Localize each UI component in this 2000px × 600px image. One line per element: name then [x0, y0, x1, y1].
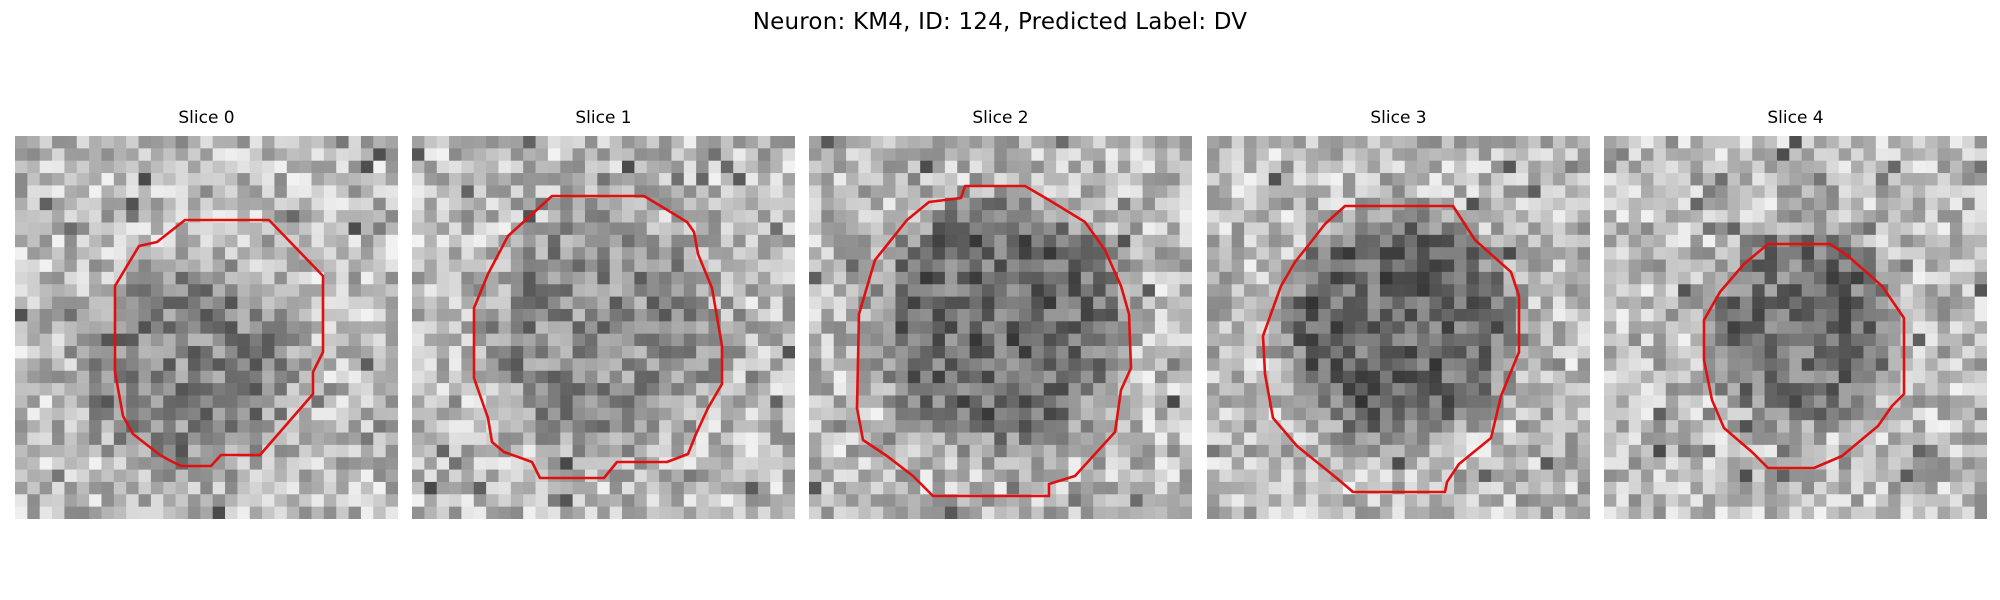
slice-panel-1: Slice 1 [412, 108, 795, 519]
figure-title: Neuron: KM4, ID: 124, Predicted Label: D… [752, 9, 1248, 35]
slice-title-2: Slice 2 [972, 108, 1029, 128]
slice-panel-0: Slice 0 [15, 108, 398, 519]
segmentation-contour [1702, 242, 1906, 470]
segmentation-contour [472, 194, 724, 480]
segmentation-contour [855, 184, 1133, 498]
micrograph-pixels [412, 136, 795, 519]
slice-image-4 [1604, 136, 1987, 519]
slice-panel-4: Slice 4 [1604, 108, 1987, 519]
slice-title-4: Slice 4 [1767, 108, 1824, 128]
micrograph-pixels [1207, 136, 1590, 519]
micrograph-pixels [1604, 136, 1987, 519]
slice-image-1 [412, 136, 795, 519]
slice-image-0 [15, 136, 398, 519]
slice-image-2 [809, 136, 1192, 519]
micrograph-pixels [809, 136, 1192, 519]
micrograph-pixels [15, 136, 398, 519]
segmentation-contour [113, 218, 325, 468]
segmentation-contour [1261, 204, 1521, 494]
slice-panel-2: Slice 2 [809, 108, 1192, 519]
slice-title-0: Slice 0 [178, 108, 235, 128]
slice-panel-3: Slice 3 [1207, 108, 1590, 519]
slice-image-3 [1207, 136, 1590, 519]
slice-title-1: Slice 1 [575, 108, 632, 128]
slice-title-3: Slice 3 [1370, 108, 1427, 128]
